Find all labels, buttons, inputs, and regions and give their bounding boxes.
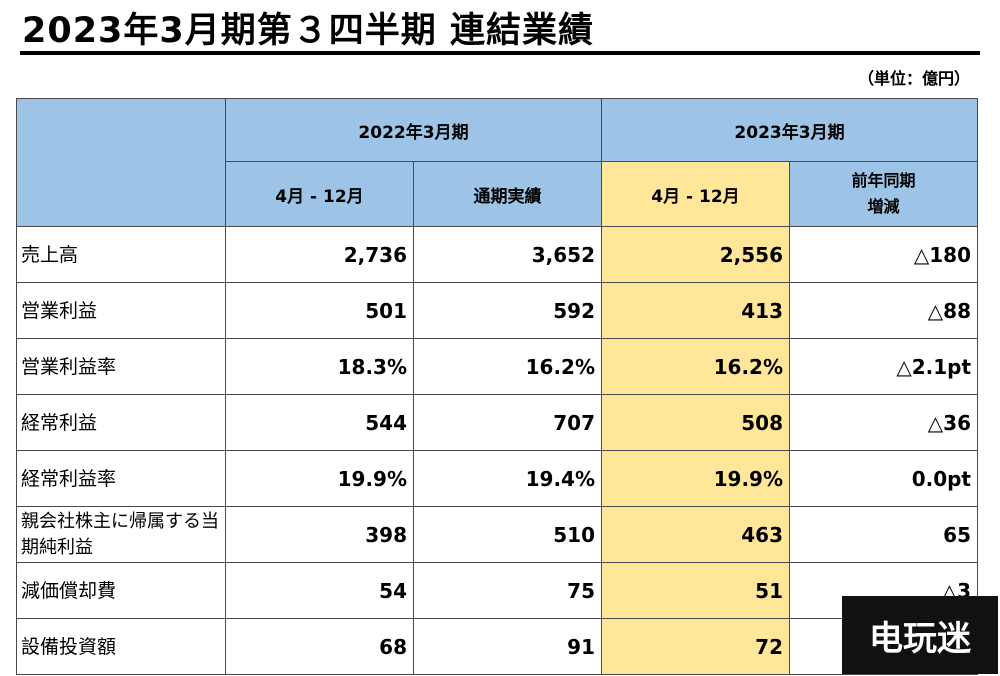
row-label: 営業利益率 — [16, 338, 226, 395]
value-cell: 72 — [601, 618, 790, 675]
table-row: 営業利益率 18.3% 16.2% 16.2% △2.1pt — [16, 338, 978, 395]
group-header-fy2022: 2022年3月期 — [225, 98, 602, 162]
value-cell: 707 — [413, 394, 602, 451]
row-label: 設備投資額 — [16, 618, 226, 675]
table-row: 売上高 2,736 3,652 2,556 △180 — [16, 226, 978, 283]
value-cell: △88 — [789, 282, 978, 339]
value-cell: 0.0pt — [789, 450, 978, 507]
table-row: 設備投資額 68 91 72 — [16, 618, 978, 675]
value-cell: 19.9% — [225, 450, 414, 507]
value-cell: 91 — [413, 618, 602, 675]
row-label: 売上高 — [16, 226, 226, 283]
subheader-2022-full-year: 通期実績 — [413, 161, 602, 227]
subheader-yoy-change: 前年同期 増減 — [789, 161, 978, 227]
value-cell: 51 — [601, 562, 790, 619]
table-row: 経常利益率 19.9% 19.4% 19.9% 0.0pt — [16, 450, 978, 507]
value-cell: 75 — [413, 562, 602, 619]
value-cell: △180 — [789, 226, 978, 283]
value-cell: △36 — [789, 394, 978, 451]
value-cell: 544 — [225, 394, 414, 451]
value-cell: 3,652 — [413, 226, 602, 283]
group-header-fy2023: 2023年3月期 — [601, 98, 978, 162]
row-label: 親会社株主に帰属する当期純利益 — [16, 506, 226, 563]
value-cell: 68 — [225, 618, 414, 675]
row-label: 経常利益 — [16, 394, 226, 451]
unit-label: （単位：億円） — [857, 69, 970, 88]
row-label: 減価償却費 — [16, 562, 226, 619]
subheader-2023-apr-dec: 4月 - 12月 — [601, 161, 790, 227]
page-title: 2023年3月期第３四半期 連結業績 — [22, 11, 594, 51]
value-cell: 54 — [225, 562, 414, 619]
row-label: 営業利益 — [16, 282, 226, 339]
value-cell: 19.4% — [413, 450, 602, 507]
value-cell: 18.3% — [225, 338, 414, 395]
table-row: 営業利益 501 592 413 △88 — [16, 282, 978, 339]
value-cell: 2,556 — [601, 226, 790, 283]
value-cell: 19.9% — [601, 450, 790, 507]
watermark-text: 电玩迷 — [869, 618, 971, 659]
subheader-2022-apr-dec: 4月 - 12月 — [225, 161, 414, 227]
table-row: 親会社株主に帰属する当期純利益 398 510 463 65 — [16, 506, 978, 563]
value-cell: 65 — [789, 506, 978, 563]
title-divider — [20, 51, 980, 55]
value-cell: 508 — [601, 394, 790, 451]
results-table: 2022年3月期 2023年3月期 4月 - 12月 通期実績 4月 - 12月… — [16, 98, 978, 675]
row-label: 経常利益率 — [16, 450, 226, 507]
table-row: 減価償却費 54 75 51 △3 — [16, 562, 978, 619]
value-cell: 463 — [601, 506, 790, 563]
value-cell: 16.2% — [413, 338, 602, 395]
value-cell: 2,736 — [225, 226, 414, 283]
watermark-logo: 电玩迷 — [842, 596, 998, 674]
value-cell: 398 — [225, 506, 414, 563]
table-row: 経常利益 544 707 508 △36 — [16, 394, 978, 451]
corner-header-cell — [16, 98, 226, 227]
value-cell: 592 — [413, 282, 602, 339]
value-cell: 16.2% — [601, 338, 790, 395]
value-cell: 413 — [601, 282, 790, 339]
value-cell: 501 — [225, 282, 414, 339]
value-cell: 510 — [413, 506, 602, 563]
value-cell: △2.1pt — [789, 338, 978, 395]
